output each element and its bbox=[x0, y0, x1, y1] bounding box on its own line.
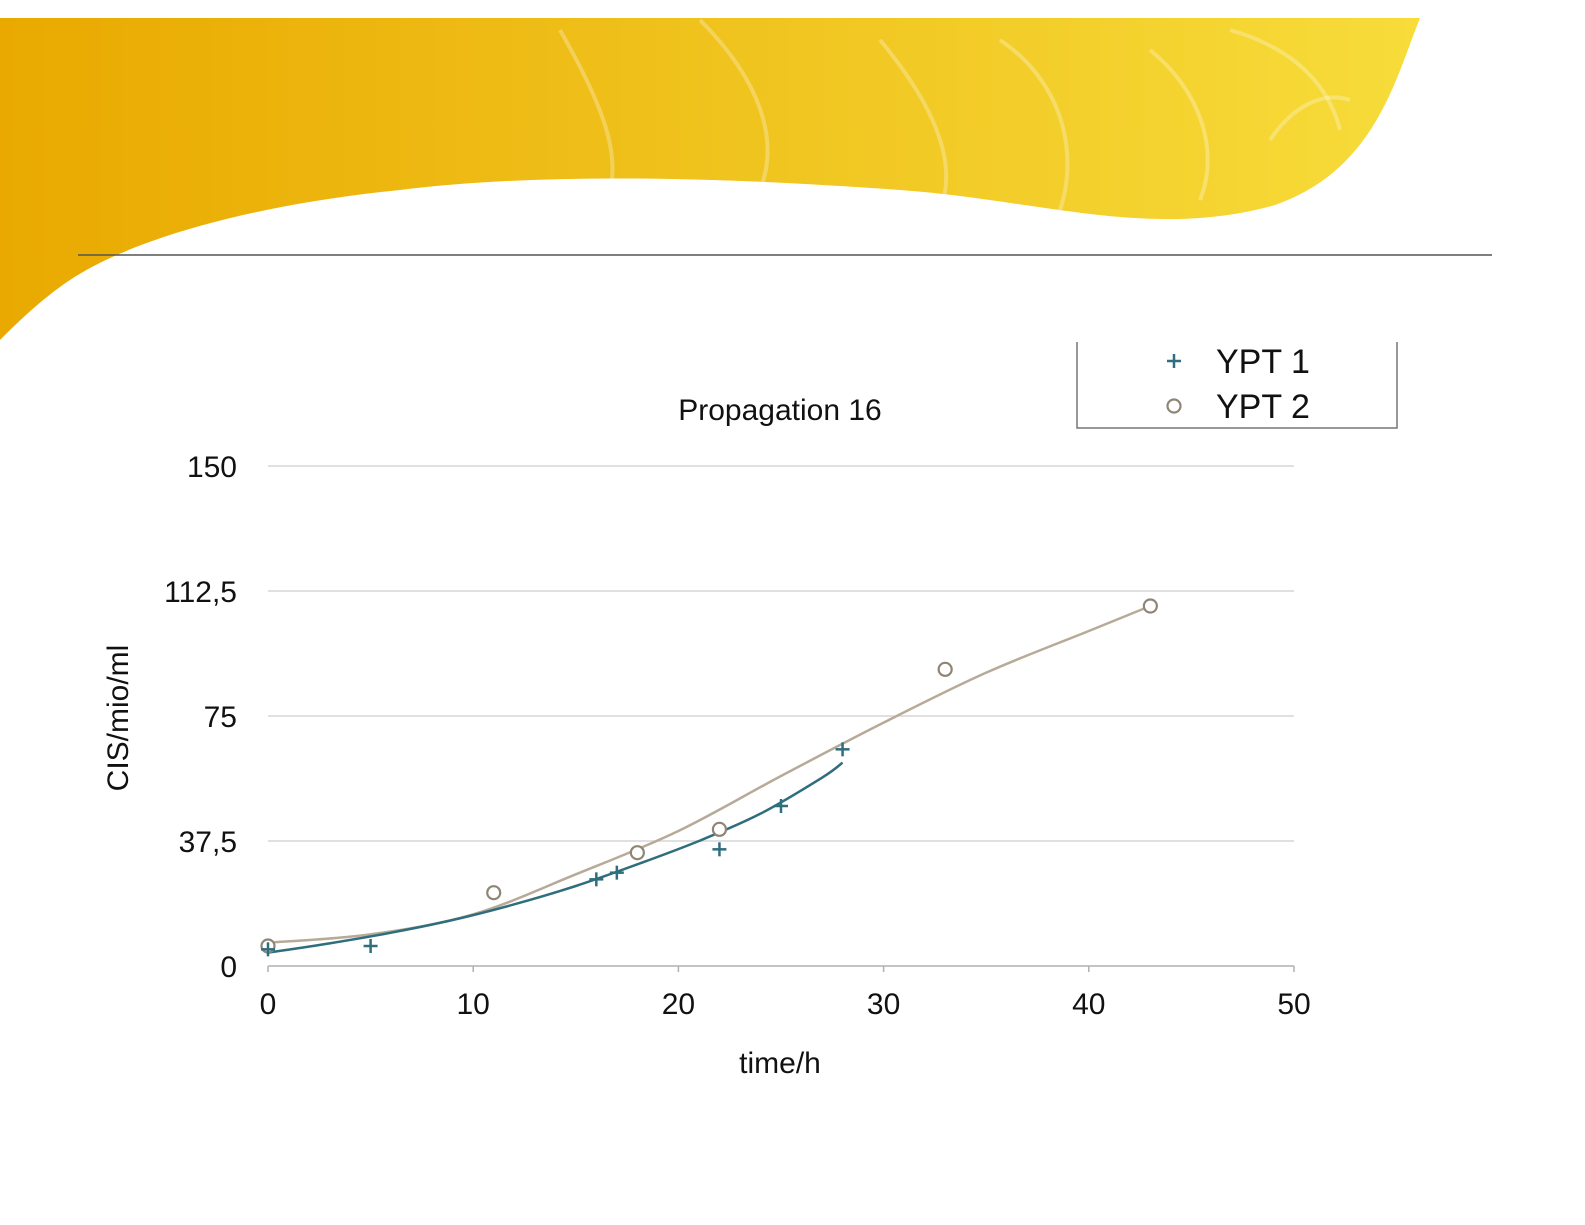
trend-line-2 bbox=[267, 604, 1151, 944]
y-axis-title: CIS/mio/ml bbox=[102, 645, 135, 792]
trend-line-1 bbox=[267, 761, 844, 954]
y-tick-label: 0 bbox=[220, 951, 237, 984]
x-tick-label: 40 bbox=[1072, 988, 1105, 1021]
banner-background bbox=[0, 18, 1420, 340]
x-axis-tick-labels: 0 10 20 30 40 50 bbox=[260, 988, 1311, 1021]
data-point-ypt1 bbox=[261, 942, 275, 957]
x-tick-label: 10 bbox=[457, 988, 490, 1021]
legend: YPT 1 YPT 2 bbox=[1076, 342, 1398, 429]
y-tick-label: 150 bbox=[187, 451, 237, 484]
data-points bbox=[260, 598, 1158, 957]
x-tick-label: 30 bbox=[867, 988, 900, 1021]
data-point-ypt1 bbox=[835, 742, 850, 757]
grid-lines bbox=[268, 465, 1294, 842]
data-point-ypt1 bbox=[609, 865, 624, 880]
data-point-ypt1 bbox=[712, 842, 727, 857]
x-tick-label: 50 bbox=[1277, 988, 1310, 1021]
data-point-ypt1 bbox=[589, 872, 604, 887]
y-tick-label: 37,5 bbox=[179, 826, 237, 859]
data-point-ypt2 bbox=[937, 661, 953, 677]
data-point-ypt1 bbox=[363, 939, 378, 953]
legend-circle-marker bbox=[1166, 398, 1182, 414]
y-tick-label: 75 bbox=[204, 701, 237, 734]
yellow-wave-shape bbox=[0, 18, 1420, 340]
data-point-ypt2 bbox=[486, 885, 502, 901]
y-axis-tick-labels: 0 37,5 75 112,5 150 bbox=[164, 451, 237, 984]
trend-lines bbox=[267, 604, 1151, 954]
legend-marker-ypt2 bbox=[1166, 398, 1182, 414]
data-point-ypt2 bbox=[1142, 598, 1158, 614]
data-point-ypt2 bbox=[629, 845, 645, 861]
legend-marker-ypt1 bbox=[1167, 354, 1181, 368]
chart-title: Propagation 16 bbox=[678, 394, 882, 427]
data-point-ypt2 bbox=[711, 821, 728, 837]
y-tick-label: 112,5 bbox=[164, 576, 237, 609]
x-axis-title: time/h bbox=[739, 1047, 821, 1080]
legend-label-ypt1: YPT 1 bbox=[1216, 343, 1310, 381]
legend-box bbox=[1076, 342, 1398, 429]
data-point-ypt1 bbox=[774, 799, 788, 813]
x-tick-label: 20 bbox=[662, 988, 695, 1021]
legend-label-ypt2: YPT 2 bbox=[1216, 388, 1310, 426]
legend-plus-marker bbox=[1167, 354, 1181, 368]
x-axis bbox=[267, 965, 1295, 972]
ornament-pattern bbox=[558, 18, 1351, 211]
x-tick-label: 0 bbox=[260, 988, 277, 1021]
header-separator bbox=[78, 254, 1492, 256]
